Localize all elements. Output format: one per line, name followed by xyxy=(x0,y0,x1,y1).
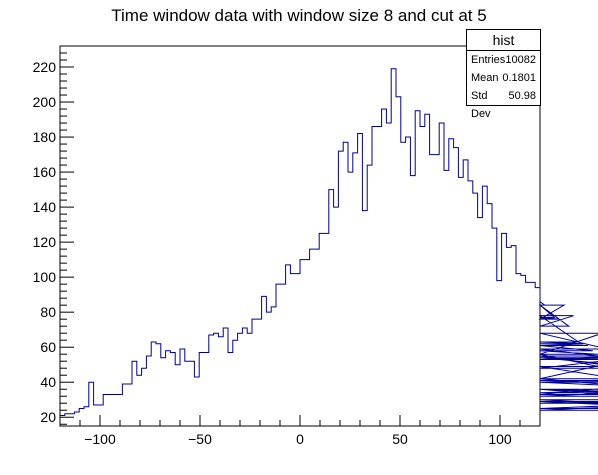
stats-mean-value: 0.1801 xyxy=(502,72,536,84)
histogram-series xyxy=(60,68,598,416)
y-tick-label: 160 xyxy=(33,164,57,180)
stats-stddev-label: Std Dev xyxy=(471,90,491,120)
y-tick-label: 120 xyxy=(33,234,57,250)
stats-stddev-value: 50.98 xyxy=(508,90,536,102)
y-axis: 20 40 60 80 100 120 140 160 180 200 220 xyxy=(33,52,74,425)
y-tick-label: 80 xyxy=(40,304,56,320)
y-tick-label: 220 xyxy=(33,59,57,75)
x-axis: −100 −50 0 50 100 xyxy=(79,415,521,447)
stats-row-mean: Mean 0.1801 xyxy=(467,69,540,87)
x-tick-label: −50 xyxy=(188,431,212,447)
x-tick-label: 0 xyxy=(296,431,304,447)
stats-entries-value: 10082 xyxy=(505,54,536,66)
y-tick-label: 20 xyxy=(40,409,56,425)
y-tick-label: 140 xyxy=(33,199,57,215)
stats-title: hist xyxy=(467,30,540,51)
stats-row-entries: Entries 10082 xyxy=(467,51,540,69)
y-tick-label: 100 xyxy=(33,269,57,285)
x-tick-label: 100 xyxy=(488,431,512,447)
y-tick-label: 40 xyxy=(40,374,56,390)
stats-row-stddev: Std Dev 50.98 xyxy=(467,87,540,120)
x-tick-label: −100 xyxy=(84,431,116,447)
stats-mean-label: Mean xyxy=(471,72,499,84)
stats-entries-label: Entries xyxy=(471,54,506,66)
y-tick-label: 60 xyxy=(40,339,56,355)
y-tick-label: 200 xyxy=(33,94,57,110)
stats-box: hist Entries 10082 Mean 0.1801 Std Dev 5… xyxy=(466,29,541,120)
x-tick-label: 50 xyxy=(392,431,408,447)
chart-title: Time window data with window size 8 and … xyxy=(111,6,487,25)
y-tick-label: 180 xyxy=(33,129,57,145)
